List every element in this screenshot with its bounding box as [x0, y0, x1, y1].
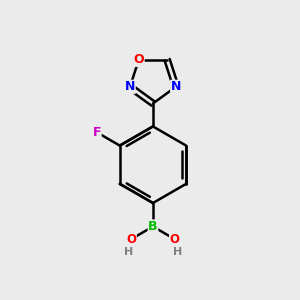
Text: N: N	[125, 80, 135, 93]
Text: H: H	[173, 247, 182, 257]
Text: B: B	[148, 220, 158, 233]
Text: O: O	[169, 232, 180, 246]
Text: H: H	[124, 247, 133, 257]
Text: O: O	[126, 232, 136, 246]
Text: N: N	[171, 80, 181, 93]
Text: O: O	[134, 53, 144, 66]
Text: F: F	[93, 126, 101, 139]
